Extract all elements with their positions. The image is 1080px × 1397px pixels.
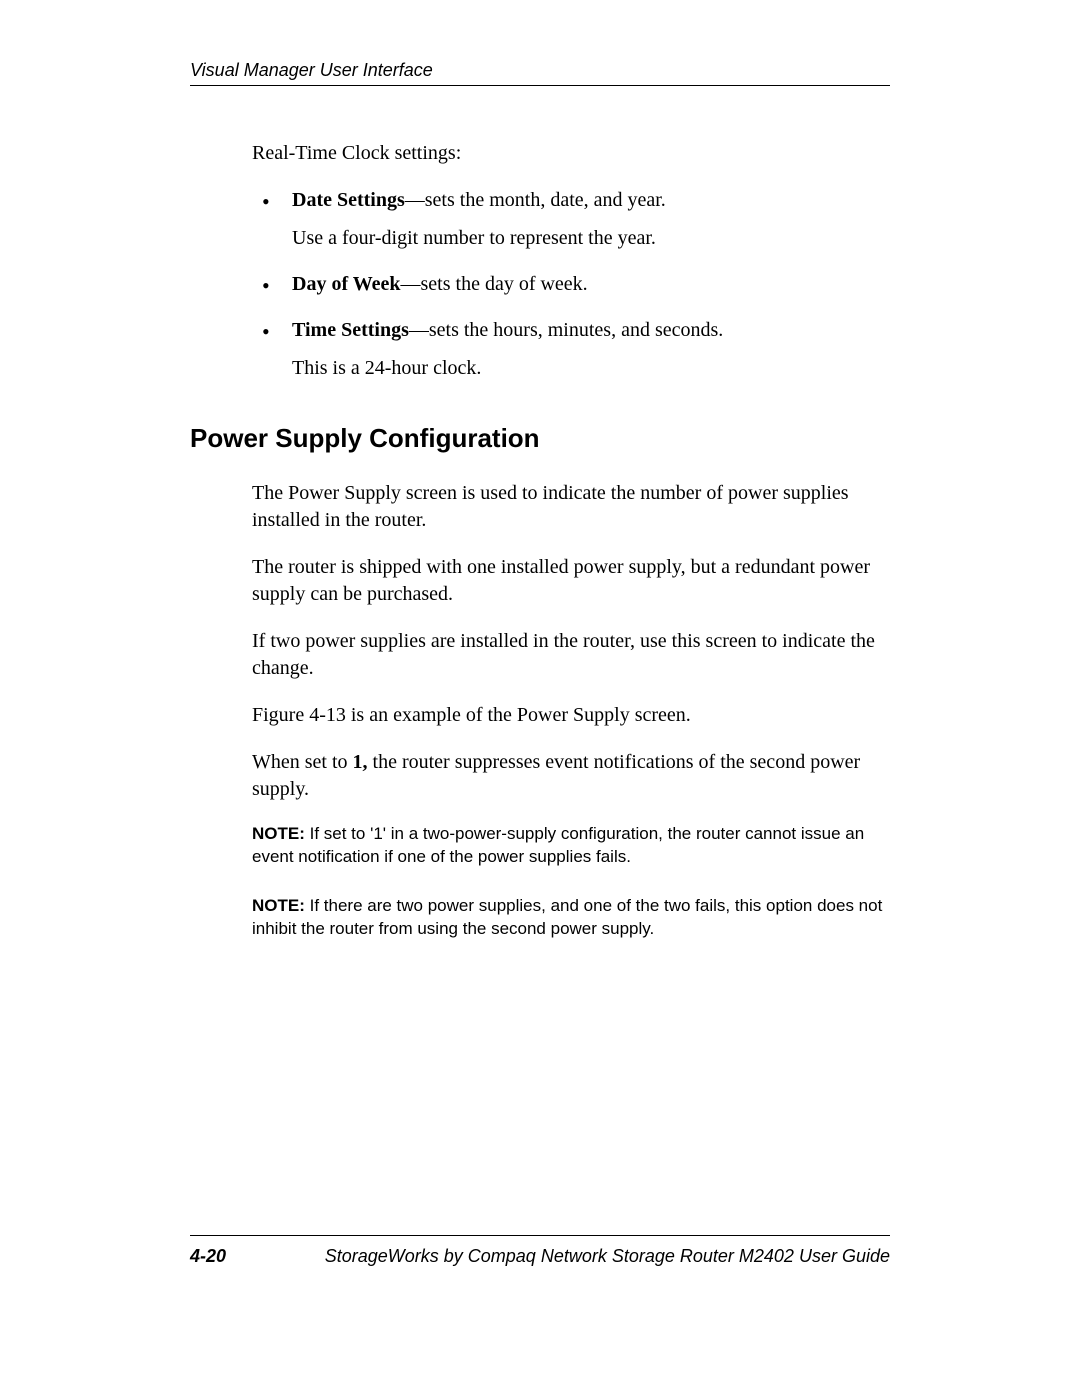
list-item: Date Settings—sets the month, date, and … [252, 185, 890, 253]
note-text: If set to '1' in a two-power-supply conf… [252, 824, 864, 866]
bullet-sub: This is a 24-hour clock. [292, 353, 890, 383]
paragraph-set: When set to 1, the router suppresses eve… [252, 749, 890, 803]
note-label: NOTE: [252, 896, 305, 915]
page-number: 4-20 [190, 1246, 226, 1267]
bullet-bold: Day of Week [292, 273, 401, 295]
section-heading: Power Supply Configuration [190, 423, 890, 454]
header-text: Visual Manager User Interface [190, 60, 890, 81]
paragraph: The Power Supply screen is used to indic… [252, 480, 890, 534]
bullet-rest: —sets the day of week. [401, 273, 588, 295]
note-text: If there are two power supplies, and one… [252, 896, 882, 938]
list-item: Day of Week—sets the day of week. [252, 269, 890, 299]
bullet-list: Date Settings—sets the month, date, and … [252, 185, 890, 383]
paragraph: The router is shipped with one installed… [252, 554, 890, 608]
footer-title: StorageWorks by Compaq Network Storage R… [325, 1246, 890, 1267]
document-page: Visual Manager User Interface Real-Time … [0, 0, 1080, 1397]
note: NOTE: If there are two power supplies, a… [252, 895, 890, 941]
set-pre: When set to [252, 751, 353, 773]
page-footer: 4-20 StorageWorks by Compaq Network Stor… [190, 1235, 890, 1267]
list-item: Time Settings—sets the hours, minutes, a… [252, 315, 890, 383]
set-bold: 1, [353, 751, 368, 773]
bullet-bold: Time Settings [292, 319, 409, 341]
intro-text: Real-Time Clock settings: [252, 142, 890, 165]
bullet-sub: Use a four-digit number to represent the… [292, 223, 890, 253]
note: NOTE: If set to '1' in a two-power-suppl… [252, 823, 890, 869]
paragraph: If two power supplies are installed in t… [252, 628, 890, 682]
note-label: NOTE: [252, 824, 305, 843]
page-header: Visual Manager User Interface [190, 60, 890, 86]
bullet-rest: —sets the month, date, and year. [405, 189, 666, 211]
bullet-rest: —sets the hours, minutes, and seconds. [409, 319, 723, 341]
paragraph: Figure 4-13 is an example of the Power S… [252, 702, 890, 729]
bullet-bold: Date Settings [292, 189, 405, 211]
